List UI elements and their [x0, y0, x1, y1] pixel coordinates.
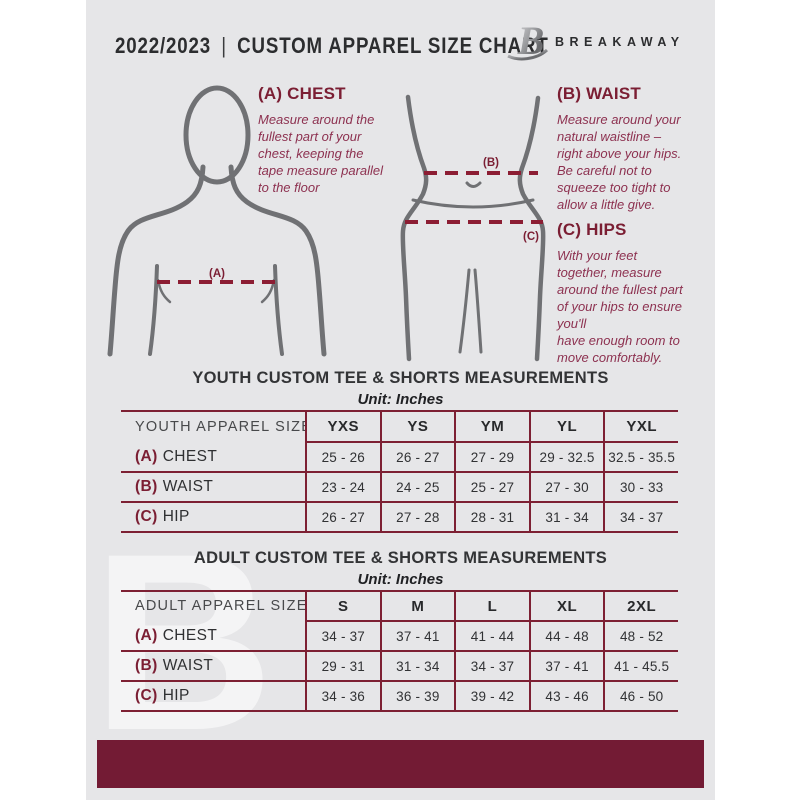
- youth-section-header: YOUTH CUSTOM TEE & SHORTS MEASUREMENTS U…: [86, 369, 715, 408]
- breakaway-logo-icon: B: [507, 20, 549, 63]
- table-cell: 27 - 29: [454, 443, 529, 473]
- brand-name: BREAKAWAY: [555, 35, 685, 49]
- table-row-label: (A) CHEST: [121, 622, 305, 652]
- row-label-text: CHEST: [162, 448, 218, 465]
- table-cell: 36 - 39: [379, 682, 455, 712]
- youth-unit-label: Unit: Inches: [357, 391, 444, 408]
- table-cell: 48 - 52: [603, 622, 678, 652]
- table-cell: 26 - 27: [379, 443, 455, 473]
- row-label-text: HIP: [162, 687, 190, 704]
- table-cell: 32.5 - 35.5: [603, 443, 678, 473]
- adult-size-table: ADULT APPAREL SIZE S M L XL 2XL (A) CHEST 34 - 3…: [121, 590, 678, 712]
- instruction-waist-heading: (B) WAIST: [557, 84, 641, 103]
- table-cell: 44 - 48: [528, 622, 604, 652]
- table-size-header: YS: [379, 412, 455, 443]
- table-cell: 41 - 44: [454, 622, 529, 652]
- instruction-hips-body: With your feet together, measure around …: [557, 248, 683, 365]
- table-row-label: (A) CHEST: [121, 443, 305, 473]
- adult-table-title: ADULT CUSTOM TEE & SHORTS MEASUREMENTS: [193, 549, 608, 567]
- table-cell: 27 - 30: [528, 473, 604, 503]
- logo-letter: B: [517, 20, 545, 63]
- instruction-waist: (B) WAIST Measure around your natural wa…: [557, 84, 715, 213]
- row-label-text: HIP: [162, 508, 190, 525]
- waist-marker-label: (B): [483, 157, 499, 169]
- table-cell: 25 - 26: [305, 443, 380, 473]
- table-size-header: YXL: [603, 412, 678, 443]
- row-prefix: (A): [135, 448, 158, 465]
- row-prefix: (C): [135, 508, 158, 525]
- instruction-waist-body: Measure around your natural waistline – …: [557, 112, 682, 212]
- table-size-header: M: [379, 592, 455, 622]
- table-row-label: (C) HIP: [121, 682, 305, 712]
- table-cell: 37 - 41: [528, 652, 604, 682]
- row-prefix: (B): [135, 657, 158, 674]
- hip-curve: [411, 198, 535, 209]
- table-cell: 46 - 50: [603, 682, 678, 712]
- content-column: B: [86, 0, 715, 800]
- table-cell: 30 - 33: [603, 473, 678, 503]
- table-size-header: YXS: [305, 412, 380, 443]
- table-cell: 27 - 28: [379, 503, 455, 533]
- table-cell: 26 - 27: [305, 503, 380, 533]
- table-cell: 34 - 37: [603, 503, 678, 533]
- row-label-text: WAIST: [162, 478, 214, 495]
- table-size-header: 2XL: [603, 592, 678, 622]
- youth-table-title: YOUTH CUSTOM TEE & SHORTS MEASUREMENTS: [192, 369, 609, 387]
- table-size-header: S: [305, 592, 380, 622]
- table-cell: 34 - 37: [305, 622, 380, 652]
- row-prefix: (C): [135, 687, 158, 704]
- watermark-letter: B: [92, 502, 274, 783]
- table-cell: 37 - 41: [379, 622, 455, 652]
- table-cell: 31 - 34: [528, 503, 604, 533]
- table-cell: 34 - 37: [454, 652, 529, 682]
- table-cell: 29 - 31: [305, 652, 380, 682]
- year-range: 2022/2023: [115, 33, 212, 58]
- navel-mark: [465, 181, 482, 188]
- footer-bar: [97, 740, 704, 788]
- table-size-header: YM: [454, 412, 529, 443]
- adult-section-header: ADULT CUSTOM TEE & SHORTS MEASUREMENTS U…: [86, 549, 715, 588]
- row-prefix: (B): [135, 478, 158, 495]
- table-label-header: ADULT APPAREL SIZE: [121, 592, 305, 622]
- table-size-header: YL: [528, 412, 604, 443]
- table-cell: 34 - 36: [305, 682, 380, 712]
- table-row-label: (B) WAIST: [121, 652, 305, 682]
- head-outline: [183, 85, 251, 185]
- table-cell: 41 - 45.5: [603, 652, 678, 682]
- table-cell: 31 - 34: [379, 652, 455, 682]
- table-cell: 28 - 31: [454, 503, 529, 533]
- adult-unit-label: Unit: Inches: [357, 571, 444, 588]
- table-row-label: (B) WAIST: [121, 473, 305, 503]
- instruction-chest-body: Measure around the fullest part of your …: [258, 112, 384, 195]
- youth-size-table: YOUTH APPAREL SIZE YXS YS YM YL YXL (A) CHEST 25…: [121, 410, 678, 533]
- title-text: CUSTOM APPAREL SIZE CHART: [237, 33, 549, 58]
- chest-marker-label: (A): [209, 268, 225, 280]
- row-prefix: (A): [135, 627, 158, 644]
- table-size-header: XL: [528, 592, 604, 622]
- table-size-header: L: [454, 592, 529, 622]
- instruction-hips-heading: (C) HIPS: [557, 220, 627, 239]
- table-row-label: (C) HIP: [121, 503, 305, 533]
- instruction-hips: (C) HIPS With your feet together, measur…: [557, 220, 715, 366]
- page-title: 2022/2023 | CUSTOM APPAREL SIZE CHART: [115, 33, 549, 59]
- instruction-chest-heading: (A) CHEST: [258, 84, 346, 103]
- table-label-header: YOUTH APPAREL SIZE: [121, 412, 305, 443]
- title-separator: |: [221, 33, 227, 58]
- instruction-chest: (A) CHEST Measure around the fullest par…: [258, 84, 428, 196]
- table-cell: 39 - 42: [454, 682, 529, 712]
- table-cell: 25 - 27: [454, 473, 529, 503]
- table-cell: 43 - 46: [528, 682, 604, 712]
- hips-marker-label: (C): [523, 231, 539, 243]
- table-cell: 23 - 24: [305, 473, 380, 503]
- table-cell: 24 - 25: [379, 473, 455, 503]
- table-cell: 29 - 32.5: [528, 443, 604, 473]
- row-label-text: WAIST: [162, 657, 214, 674]
- row-label-text: CHEST: [162, 627, 218, 644]
